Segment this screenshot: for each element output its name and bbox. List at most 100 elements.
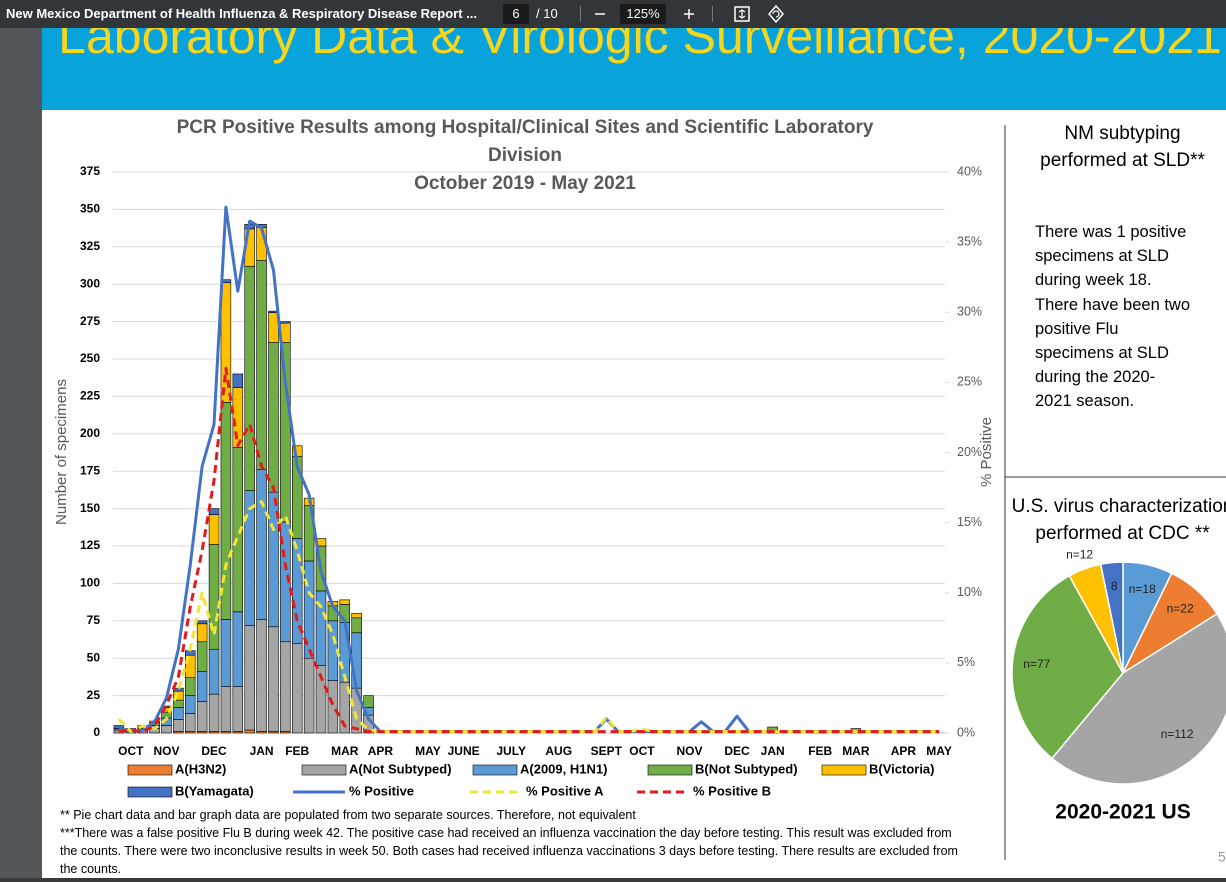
text-line: during the 2020- [1035, 368, 1156, 387]
text-line: during week 18. [1035, 271, 1152, 290]
bar-segment [220, 619, 232, 687]
y-tick-label: 125 [80, 538, 100, 552]
page-edge [0, 878, 1226, 882]
page-input[interactable]: 6 [503, 4, 529, 24]
bar-segment [185, 713, 196, 732]
x-tick-label: AUG [545, 744, 572, 758]
bar-segment [327, 680, 339, 734]
heading-line: NM subtyping [1064, 123, 1181, 144]
y-tick-label: 300 [80, 276, 100, 290]
bar-segment [196, 671, 208, 702]
bar-segment [268, 342, 279, 493]
x-tick-label: MAR [842, 744, 870, 758]
pie-label: n=77 [1023, 657, 1050, 671]
legend-label: B(Not Subtyped) [695, 761, 798, 776]
bar-segment [268, 312, 279, 343]
bar-segment [244, 624, 255, 731]
x-tick-label: NOV [676, 744, 702, 758]
bar-segment [208, 514, 220, 545]
y2-tick-label: 30% [957, 305, 982, 319]
pie-label: n=22 [1167, 602, 1194, 616]
bar-segment [363, 695, 374, 708]
nm-heading: NM subtyping performed at SLD** [1010, 120, 1226, 174]
bar-segment [244, 265, 255, 491]
bar-segment [173, 707, 184, 720]
text-line: 2021 season. [1035, 392, 1135, 411]
legend-label: % Positive A [526, 783, 604, 798]
separator [580, 6, 581, 22]
y2-tick-label: 20% [957, 445, 982, 459]
y-tick-label: 175 [80, 463, 100, 477]
zoom-in-button[interactable] [681, 0, 697, 28]
y2-axis-title: % Positive [978, 417, 995, 487]
y-tick-label: 50 [87, 650, 101, 664]
y-axis-title: Number of specimens [53, 379, 70, 525]
bar-segment [208, 508, 220, 515]
fit-page-button[interactable] [732, 0, 752, 28]
y-tick-label: 350 [80, 202, 100, 216]
bar-segment [268, 626, 279, 732]
icon [684, 9, 694, 19]
x-tick-label: DEC [201, 744, 227, 758]
page-total: / 10 [536, 6, 558, 21]
icon [768, 4, 784, 24]
bar-segment [185, 650, 196, 656]
bar-segment [351, 687, 362, 734]
bar-segment [208, 693, 220, 732]
y-tick-label: 375 [80, 164, 100, 178]
text-line: There was 1 positive [1035, 223, 1187, 241]
us-heading: U.S. virus characterization performed at… [1010, 493, 1226, 547]
heading-line: U.S. virus characterization [1011, 496, 1226, 517]
bar-segment [351, 617, 362, 634]
bar-segment [280, 641, 291, 732]
heading-line: performed at SLD** [1040, 150, 1205, 171]
separator [712, 6, 713, 22]
text-line: specimens at SLD [1035, 247, 1169, 266]
bar-segment [161, 725, 172, 734]
legend-label: A(H3N2) [175, 761, 226, 776]
legend-label: % Positive B [693, 783, 771, 798]
y2-tick-label: 0% [957, 725, 975, 739]
rotate-button[interactable] [766, 0, 786, 28]
x-tick-label: APR [891, 744, 917, 758]
bar-segment [280, 321, 291, 324]
line-series [117, 500, 940, 734]
y-tick-label: 150 [80, 501, 100, 515]
y-tick-label: 25 [87, 688, 101, 702]
zoom-level[interactable]: 125% [620, 4, 666, 24]
x-tick-label: MAY [926, 744, 952, 758]
legend-swatch [127, 764, 173, 776]
zoom-out-button[interactable] [592, 0, 608, 28]
x-tick-label: OCT [118, 744, 144, 758]
y-tick-label: 225 [80, 389, 100, 403]
y-tick-label: 325 [80, 239, 100, 253]
bar-segment [196, 641, 208, 672]
pie-label: n=18 [1129, 582, 1156, 596]
y-tick-label: 100 [80, 576, 100, 590]
pie-label: n=112 [1161, 727, 1194, 741]
pie-slice [1050, 612, 1226, 785]
x-tick-label: JULY [496, 744, 526, 758]
text-line: There have been two [1035, 295, 1191, 314]
bar-segment [256, 469, 267, 620]
chart-subtitle: October 2019 - May 2021 [414, 173, 636, 194]
toolbar: New Mexico Department of Health Influenz… [0, 0, 1226, 28]
slide-banner [42, 28, 1226, 110]
bar-segment [208, 648, 220, 695]
bar-segment [351, 632, 362, 689]
x-tick-label: NOV [153, 744, 179, 758]
bar-segment [196, 620, 208, 625]
legend-label: A(2009, H1N1) [520, 761, 607, 776]
y-tick-label: 275 [80, 314, 100, 328]
bar-segment [185, 677, 196, 696]
bar-segment [173, 699, 184, 708]
x-tick-label: SEPT [591, 744, 623, 758]
pie-slice [1011, 574, 1124, 760]
bar-segment [339, 599, 351, 605]
pie-slice [1099, 561, 1124, 674]
x-tick-label: JAN [761, 744, 785, 758]
y2-tick-label: 40% [957, 164, 982, 178]
footnotes: ** Pie chart data and bar graph data are… [60, 806, 960, 878]
bar-segment [185, 695, 196, 714]
